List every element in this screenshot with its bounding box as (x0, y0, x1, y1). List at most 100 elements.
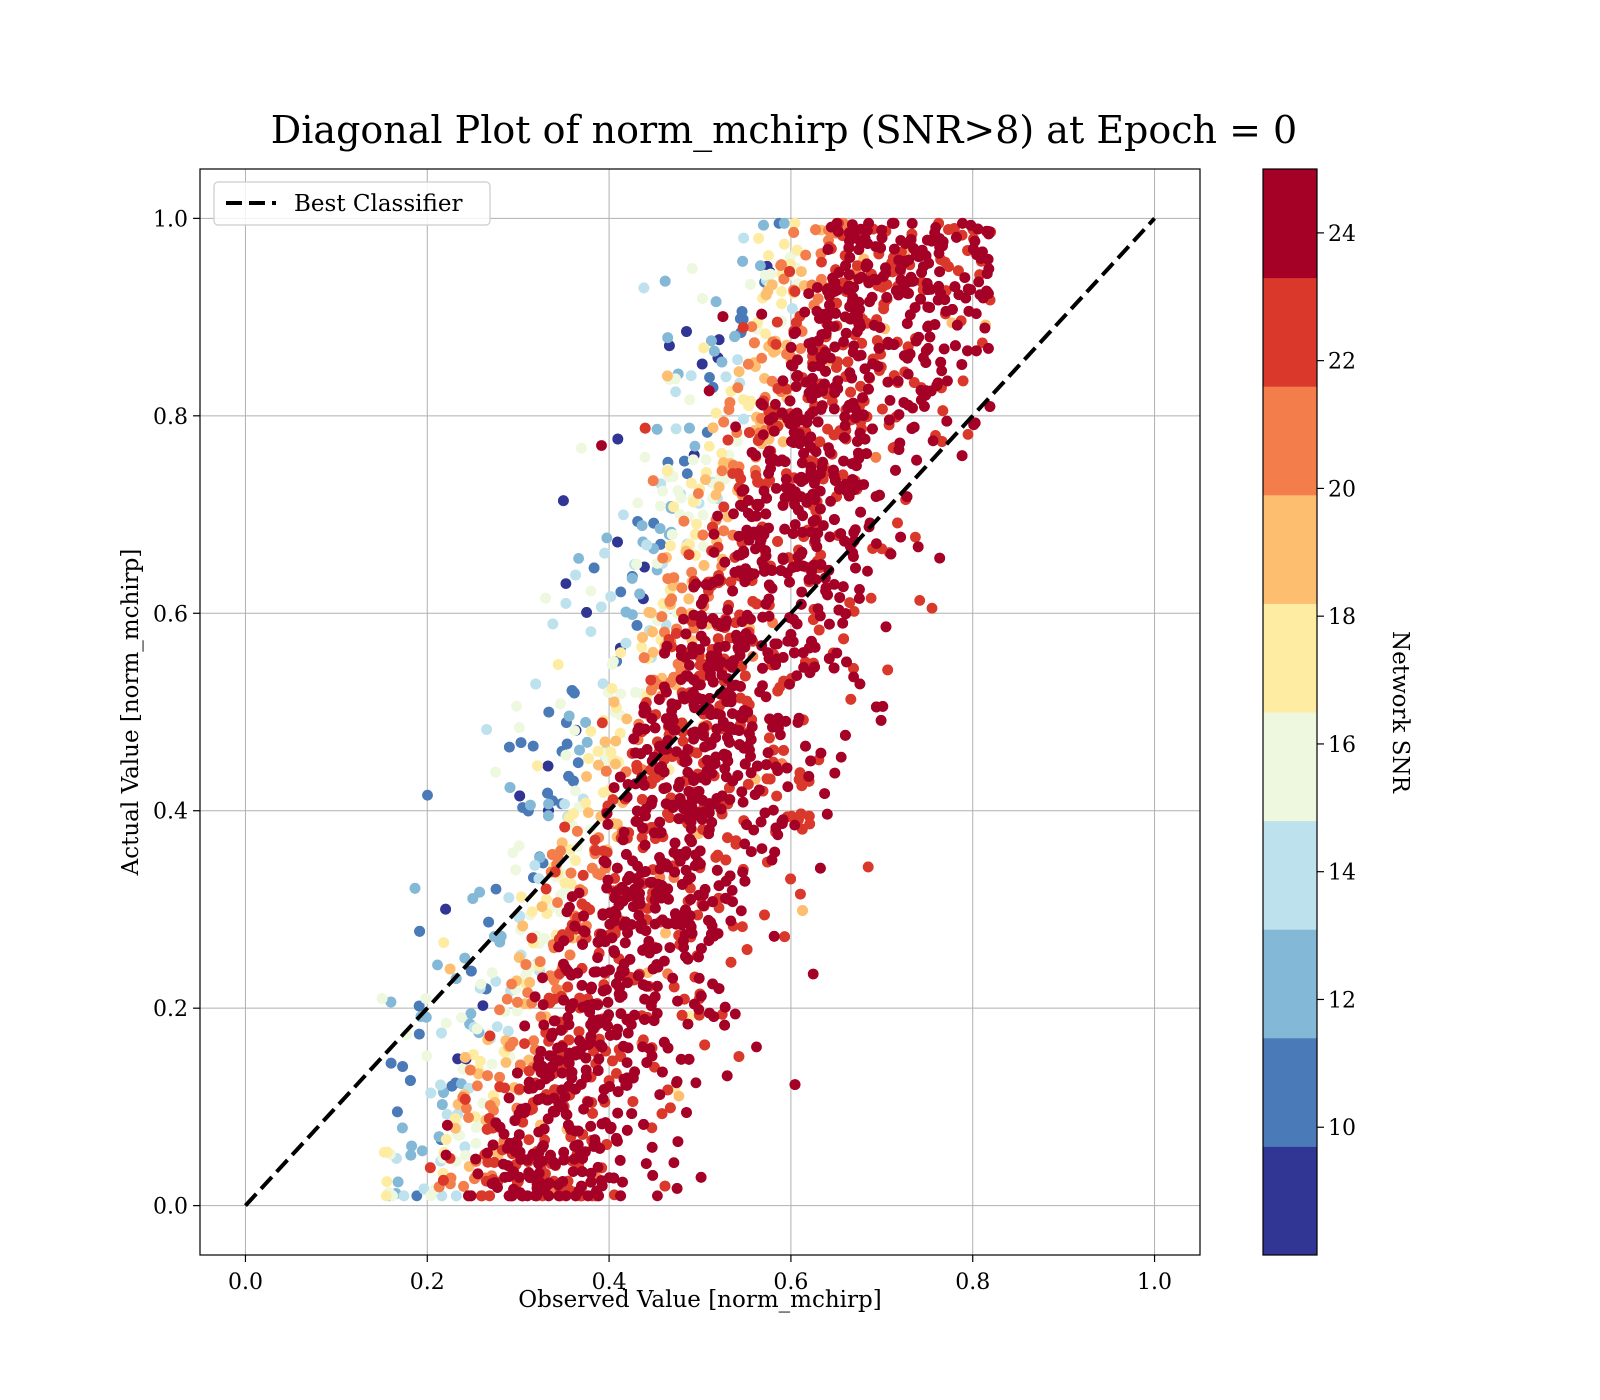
scatter-point (756, 308, 768, 320)
scatter-point (635, 923, 647, 934)
scatter-point (841, 656, 852, 668)
scatter-point (778, 745, 789, 756)
scatter-point (510, 864, 522, 876)
scatter-point (812, 282, 823, 293)
scatter-point (513, 952, 525, 963)
scatter-point (822, 423, 833, 435)
scatter-point (845, 386, 856, 398)
scatter-point (776, 286, 787, 297)
scatter-point (781, 762, 793, 774)
scatter-point (639, 422, 651, 434)
scatter-point (778, 217, 790, 229)
scatter-point (683, 786, 695, 797)
scatter-point (803, 288, 815, 299)
scatter-point (632, 860, 643, 872)
scatter-point (611, 1029, 622, 1041)
scatter-point (563, 770, 574, 782)
scatter-point (599, 736, 611, 748)
scatter-point (414, 925, 425, 937)
plot-area: 0.0 0.2 0.4 0.6 0.8 1.0 0.00.20.40.60.81.0 (153, 168, 1201, 1295)
scatter-point (827, 272, 839, 284)
scatter-point (688, 496, 699, 508)
scatter-point (559, 821, 571, 833)
scatter-point (848, 310, 860, 322)
scatter-point (490, 883, 502, 895)
scatter-point (881, 292, 893, 303)
scatter-point (951, 319, 963, 331)
scatter-point (498, 1128, 510, 1140)
scatter-point (801, 376, 812, 388)
scatter-point (710, 407, 722, 419)
scatter-point (646, 1141, 658, 1153)
scatter-point (730, 421, 741, 433)
scatter-point (682, 953, 694, 965)
scatter-point (631, 759, 643, 771)
scatter-point (819, 788, 830, 799)
scatter-point (499, 1171, 511, 1183)
scatter-point (563, 710, 575, 722)
scatter-point (585, 725, 597, 737)
scatter-point (725, 915, 737, 927)
scatter-point (764, 713, 775, 725)
scatter-point (467, 893, 479, 904)
scatter-point (568, 687, 580, 699)
scatter-point (923, 320, 934, 332)
scatter-point (853, 244, 865, 256)
scatter-point (676, 1009, 688, 1021)
scatter-point (672, 485, 684, 496)
scatter-point (436, 1099, 448, 1110)
scatter-point (698, 560, 710, 571)
scatter-point (639, 1014, 650, 1025)
scatter-point (614, 771, 626, 783)
scatter-point (446, 1080, 458, 1092)
scatter-point (552, 659, 564, 670)
scatter-point (569, 920, 581, 932)
scatter-point (438, 1174, 449, 1186)
scatter-point (685, 894, 696, 905)
scatter-point (673, 813, 685, 825)
scatter-point (924, 331, 936, 343)
scatter-point (751, 1041, 762, 1053)
scatter-point (726, 659, 738, 671)
scatter-point (719, 640, 731, 652)
scatter-point (633, 910, 645, 921)
scatter-point (873, 342, 885, 354)
scatter-point (699, 1039, 711, 1051)
scatter-point (706, 817, 718, 828)
scatter-point (703, 828, 714, 840)
scatter-point (809, 534, 821, 546)
scatter-point (647, 1170, 659, 1181)
scatter-point (570, 785, 581, 797)
scatter-point (713, 481, 725, 493)
scatter-point (553, 1190, 565, 1202)
scatter-point (884, 395, 896, 406)
scatter-point (565, 1066, 577, 1077)
scatter-point (592, 868, 604, 879)
scatter-point (819, 308, 831, 320)
scatter-point (679, 929, 691, 940)
scatter-point (615, 1190, 626, 1202)
scatter-point (526, 906, 538, 918)
scatter-point (589, 834, 601, 846)
scatter-point (605, 591, 617, 603)
scatter-point (638, 652, 650, 664)
scatter-point (572, 967, 583, 979)
scatter-point (514, 790, 526, 802)
scatter-point (577, 939, 588, 950)
scatter-point (543, 706, 555, 718)
scatter-point (440, 903, 451, 915)
scatter-point (441, 1109, 453, 1120)
scatter-point (601, 882, 613, 894)
scatter-point (943, 224, 954, 235)
scatter-point (406, 1140, 417, 1152)
scatter-point (735, 473, 747, 485)
scatter-point (834, 483, 845, 495)
scatter-point (450, 1190, 462, 1202)
scatter-point (741, 524, 753, 536)
scatter-point (817, 456, 829, 468)
scatter-point (580, 797, 592, 809)
scatter-point (915, 293, 926, 305)
scatter-point (572, 757, 584, 769)
scatter-point (892, 517, 903, 529)
scatter-point (743, 534, 755, 546)
